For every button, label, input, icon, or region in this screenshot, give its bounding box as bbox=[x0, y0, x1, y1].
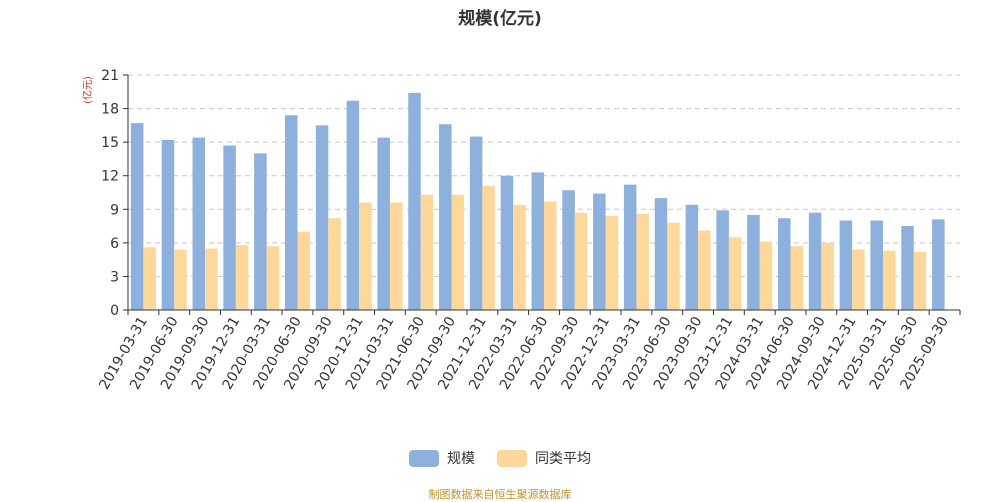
bar-peer-average[interactable] bbox=[790, 246, 804, 310]
bar-peer-average[interactable] bbox=[389, 202, 403, 310]
bar-scale[interactable] bbox=[808, 212, 822, 310]
bar-scale[interactable] bbox=[439, 124, 452, 310]
bar-peer-average[interactable] bbox=[698, 230, 711, 310]
bar-peer-average[interactable] bbox=[482, 185, 495, 310]
bar-scale[interactable] bbox=[130, 123, 144, 310]
bar-peer-average[interactable] bbox=[235, 245, 249, 310]
bar-peer-average[interactable] bbox=[574, 212, 588, 310]
y-tick-label: 12 bbox=[101, 169, 119, 185]
bar-peer-average[interactable] bbox=[913, 251, 927, 310]
bar-scale[interactable] bbox=[901, 226, 914, 310]
bar-scale[interactable] bbox=[870, 220, 883, 310]
bar-peer-average[interactable] bbox=[266, 246, 280, 310]
legend-item-scale[interactable]: 规模 bbox=[409, 448, 475, 468]
legend-swatch-peer-average bbox=[497, 449, 527, 467]
legend-label-scale: 规模 bbox=[447, 451, 475, 467]
bar-scale[interactable] bbox=[377, 137, 390, 310]
bar-scale[interactable] bbox=[716, 210, 729, 310]
legend-item-peer-average[interactable]: 同类平均 bbox=[497, 448, 591, 468]
bar-peer-average[interactable] bbox=[297, 231, 310, 310]
y-tick-label: 15 bbox=[101, 135, 119, 151]
bar-peer-average[interactable] bbox=[174, 249, 187, 310]
bars bbox=[130, 92, 945, 311]
y-tick-label: 9 bbox=[110, 202, 119, 218]
bar-scale[interactable] bbox=[562, 190, 575, 310]
bar-peer-average[interactable] bbox=[544, 201, 557, 310]
bar-peer-average[interactable] bbox=[759, 241, 773, 310]
bar-scale[interactable] bbox=[839, 220, 853, 310]
bar-scale[interactable] bbox=[315, 125, 329, 310]
bar-scale[interactable] bbox=[161, 139, 175, 310]
y-axis-label: (亿元) bbox=[81, 76, 94, 104]
y-tick-label: 0 bbox=[110, 303, 119, 319]
legend: 规模 同类平均 bbox=[0, 448, 1000, 468]
y-tick-label: 18 bbox=[101, 102, 119, 118]
bar-scale[interactable] bbox=[500, 175, 514, 310]
bar-scale[interactable] bbox=[223, 145, 236, 311]
y-tick-label: 6 bbox=[110, 236, 119, 252]
bar-scale[interactable] bbox=[284, 115, 298, 311]
bar-scale[interactable] bbox=[932, 219, 945, 310]
bar-scale[interactable] bbox=[654, 198, 668, 310]
legend-swatch-scale bbox=[409, 449, 439, 467]
bar-scale[interactable] bbox=[408, 92, 421, 311]
bar-peer-average[interactable] bbox=[821, 242, 834, 310]
bar-peer-average[interactable] bbox=[143, 247, 156, 310]
bar-scale[interactable] bbox=[778, 218, 791, 310]
bar-scale[interactable] bbox=[346, 100, 360, 310]
bar-scale[interactable] bbox=[593, 193, 606, 310]
bar-scale[interactable] bbox=[685, 204, 699, 310]
legend-label-peer-average: 同类平均 bbox=[535, 451, 591, 467]
bar-peer-average[interactable] bbox=[328, 218, 341, 310]
bar-peer-average[interactable] bbox=[605, 216, 619, 310]
y-tick-label: 3 bbox=[110, 269, 119, 285]
bar-scale[interactable] bbox=[469, 136, 483, 310]
bar-scale[interactable] bbox=[254, 153, 267, 310]
chart-title: 规模(亿元) bbox=[458, 9, 542, 29]
bar-peer-average[interactable] bbox=[636, 213, 649, 310]
bar-peer-average[interactable] bbox=[513, 204, 526, 310]
bar-scale[interactable] bbox=[747, 214, 760, 310]
bar-scale[interactable] bbox=[531, 172, 545, 310]
data-source-note: 制图数据来自恒生聚源数据库 bbox=[428, 488, 572, 501]
bar-peer-average[interactable] bbox=[451, 194, 465, 310]
bar-scale[interactable] bbox=[623, 184, 637, 310]
bar-peer-average[interactable] bbox=[420, 194, 434, 310]
bar-peer-average[interactable] bbox=[852, 249, 865, 310]
bar-peer-average[interactable] bbox=[359, 202, 372, 310]
bar-peer-average[interactable] bbox=[205, 248, 218, 310]
bar-peer-average[interactable] bbox=[882, 250, 896, 310]
y-tick-label: 21 bbox=[101, 68, 119, 84]
bar-peer-average[interactable] bbox=[728, 237, 742, 310]
bar-scale[interactable] bbox=[192, 137, 206, 310]
bar-peer-average[interactable] bbox=[667, 222, 680, 310]
